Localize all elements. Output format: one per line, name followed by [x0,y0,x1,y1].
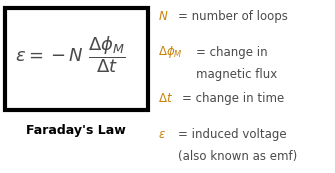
Text: = number of loops: = number of loops [179,10,288,23]
Text: $\varepsilon$: $\varepsilon$ [157,128,165,141]
Text: $\Delta t$: $\Delta t$ [157,92,173,105]
Text: Faraday's Law: Faraday's Law [26,124,126,137]
Text: magnetic flux: magnetic flux [196,68,277,81]
Text: = change in time: = change in time [182,92,284,105]
Text: $N$: $N$ [157,10,168,23]
Text: (also known as emf): (also known as emf) [179,150,298,163]
Text: $\Delta\phi_M$: $\Delta\phi_M$ [157,44,182,60]
Text: $\varepsilon = -N\ \dfrac{\Delta\phi_M}{\Delta t}$: $\varepsilon = -N\ \dfrac{\Delta\phi_M}{… [15,35,126,75]
Text: = induced voltage: = induced voltage [179,128,287,141]
FancyBboxPatch shape [5,8,147,110]
Text: = change in: = change in [196,46,267,59]
